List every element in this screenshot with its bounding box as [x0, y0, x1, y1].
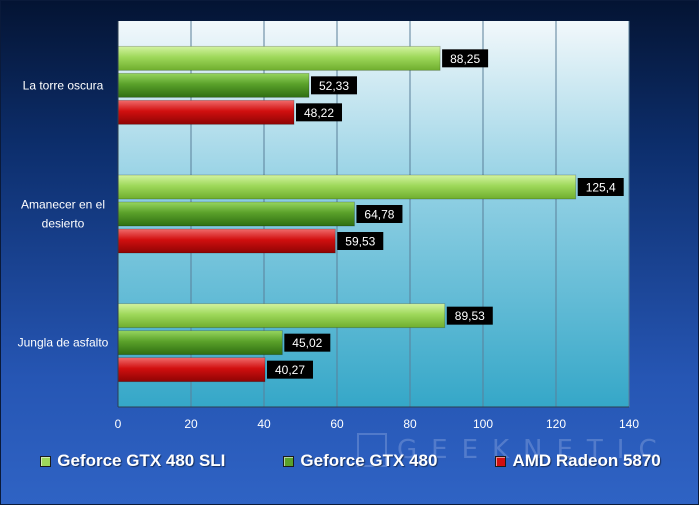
watermark: GEEKNETIC: [357, 433, 671, 467]
bar: [117, 99, 295, 125]
legend-swatch-radeon5870: [495, 455, 507, 467]
legend-item-radeon5870: AMD Radeon 5870: [495, 451, 661, 471]
x-tick-label: 40: [257, 417, 271, 431]
bar: [117, 201, 355, 227]
bar: [117, 228, 336, 254]
data-label: 64,78: [364, 208, 394, 222]
x-tick-label: 120: [546, 417, 566, 431]
bar: [117, 174, 577, 200]
data-label-box: [266, 360, 313, 379]
bar: [117, 45, 441, 71]
x-tick-label: 140: [619, 417, 639, 431]
legend-label-gtx480sli: Geforce GTX 480 SLI: [57, 451, 226, 470]
data-label-box: [337, 232, 384, 250]
data-label: 45,02: [292, 336, 322, 350]
data-label: 40,27: [275, 363, 305, 377]
legend-swatch-gtx480sli: [40, 455, 52, 467]
data-label: 89,53: [455, 309, 485, 323]
x-tick-label: 20: [184, 417, 198, 431]
data-label-box: [577, 178, 624, 196]
category-label: Jungla de asfalto: [18, 336, 109, 350]
data-label: 125,4: [586, 181, 616, 195]
category-label: La torre oscura: [23, 78, 104, 92]
legend-label-gtx480: Geforce GTX 480: [300, 451, 438, 470]
data-label-box: [296, 103, 343, 122]
watermark-logo-box: [357, 433, 387, 467]
category-label: Amanecer en el: [21, 198, 105, 212]
data-label-box: [442, 49, 489, 68]
data-label: 52,33: [319, 79, 349, 93]
category-label: desierto: [42, 217, 85, 231]
watermark-text: GEEKNETIC: [397, 435, 671, 465]
data-label-box: [284, 333, 331, 352]
x-tick-label: 60: [330, 417, 344, 431]
data-label-box: [446, 306, 493, 325]
data-label-box: [356, 205, 403, 223]
bar: [117, 357, 266, 383]
data-label: 48,22: [304, 106, 334, 120]
legend-swatch-gtx480: [283, 455, 295, 467]
x-tick-label: 0: [115, 417, 122, 431]
x-tick-label: 80: [403, 417, 417, 431]
bar: [117, 330, 283, 356]
data-label-box: [311, 76, 358, 95]
legend-label-radeon5870: AMD Radeon 5870: [512, 451, 661, 470]
bar: [117, 72, 310, 98]
x-tick-label: 100: [473, 417, 493, 431]
data-label: 88,25: [450, 52, 480, 66]
data-label: 59,53: [345, 235, 375, 249]
chart-legend: Geforce GTX 480 SLI Geforce GTX 480 AMD …: [1, 449, 699, 473]
legend-item-gtx480: Geforce GTX 480: [283, 451, 437, 471]
bar: [117, 303, 446, 329]
legend-item-gtx480sli: Geforce GTX 480 SLI: [40, 451, 225, 471]
